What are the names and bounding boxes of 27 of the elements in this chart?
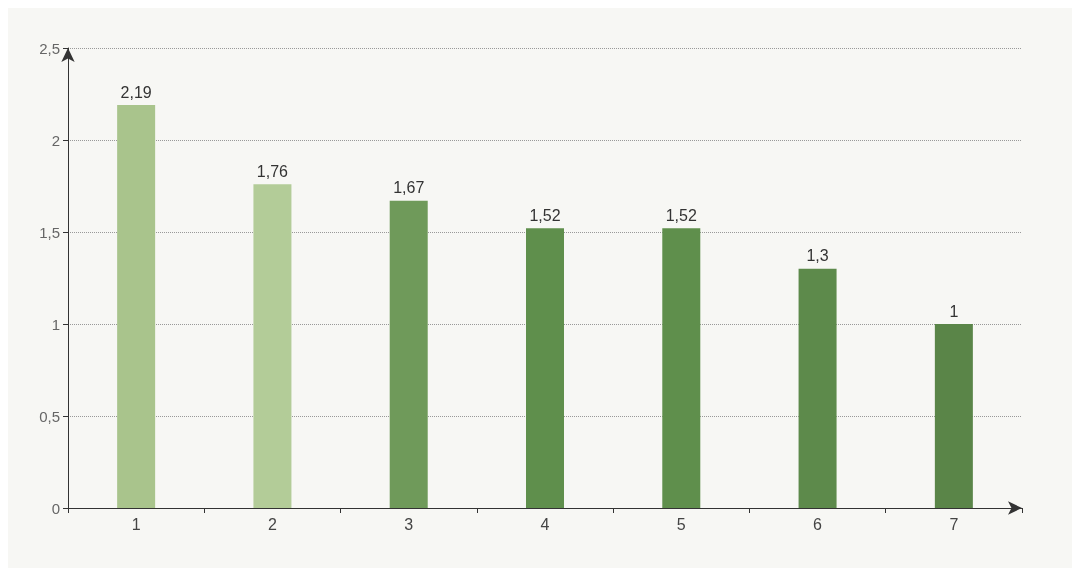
data-label: 1,3 xyxy=(806,247,829,265)
y-tick-label: 2,5 xyxy=(39,39,60,57)
data-label: 1 xyxy=(949,302,959,320)
x-tick-label: 2 xyxy=(267,515,277,533)
x-tick-label: 5 xyxy=(676,515,686,533)
bar xyxy=(526,228,564,508)
bar xyxy=(798,268,837,508)
bar xyxy=(934,324,973,508)
x-tick-label: 4 xyxy=(540,515,550,533)
y-tick-label: 2 xyxy=(51,131,60,149)
data-label: 2,19 xyxy=(120,83,152,101)
data-label: 1,52 xyxy=(665,206,697,224)
x-tick-label: 3 xyxy=(404,515,414,533)
data-label: 1,67 xyxy=(393,179,425,197)
bar xyxy=(662,228,701,508)
x-tick-label: 6 xyxy=(813,515,823,533)
data-label: 1,76 xyxy=(256,162,289,180)
y-tick-label: 0,5 xyxy=(39,407,60,425)
y-tick-label: 1,5 xyxy=(39,223,60,241)
x-tick-label: 1 xyxy=(131,515,141,533)
x-tick-label: 7 xyxy=(949,515,959,533)
data-label: 1,52 xyxy=(529,206,561,224)
bar xyxy=(389,200,428,508)
y-tick-label: 0 xyxy=(51,499,60,517)
bar xyxy=(117,105,156,508)
y-tick-label: 1 xyxy=(51,315,60,333)
bar xyxy=(253,184,292,508)
